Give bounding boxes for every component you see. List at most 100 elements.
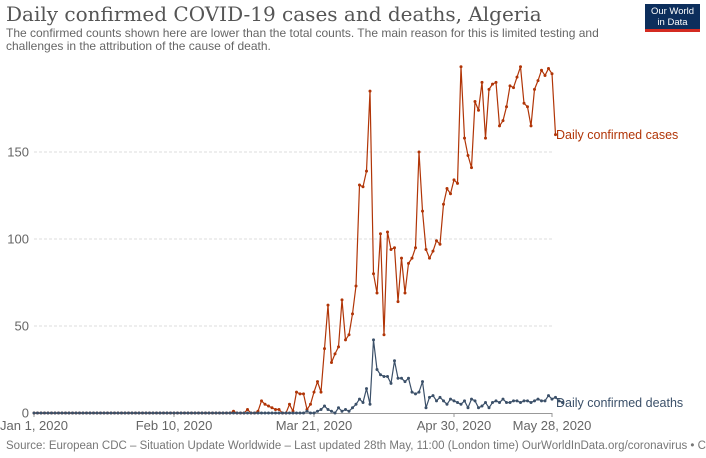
data-point — [463, 136, 466, 140]
data-point — [365, 169, 368, 173]
data-point — [218, 411, 221, 415]
data-point — [442, 399, 445, 403]
data-point — [277, 411, 281, 415]
data-point — [456, 401, 459, 405]
data-point — [64, 411, 67, 415]
data-point — [438, 395, 442, 399]
data-point — [435, 239, 438, 243]
data-point — [543, 73, 547, 77]
data-point — [267, 411, 270, 415]
data-point — [540, 68, 543, 72]
data-point — [344, 408, 347, 412]
data-point — [459, 402, 463, 406]
data-point — [512, 86, 515, 90]
data-point — [386, 374, 389, 378]
data-point — [526, 399, 529, 403]
data-point — [491, 82, 494, 86]
data-point — [424, 406, 428, 410]
data-point — [365, 387, 368, 391]
data-point — [375, 291, 379, 295]
data-point — [39, 411, 43, 415]
data-point — [323, 347, 326, 351]
data-point — [333, 352, 337, 356]
data-point — [74, 411, 78, 415]
data-point — [127, 411, 130, 415]
data-point — [557, 399, 561, 403]
data-point — [249, 411, 253, 415]
data-point — [386, 230, 389, 234]
data-point — [354, 284, 358, 288]
data-point — [449, 192, 452, 196]
data-point — [141, 411, 144, 415]
data-point — [529, 401, 533, 405]
data-point — [207, 411, 211, 415]
data-point — [309, 411, 312, 415]
data-point — [305, 409, 309, 413]
data-point — [554, 395, 557, 399]
data-point — [456, 181, 459, 185]
data-point — [298, 411, 302, 415]
data-point — [232, 411, 235, 415]
y-tick-label: 50 — [15, 319, 29, 334]
data-point — [263, 411, 267, 415]
data-point — [543, 399, 547, 403]
owid-logo[interactable]: Our World in Data — [645, 4, 700, 32]
data-point — [389, 247, 393, 251]
data-point — [319, 408, 323, 412]
data-point — [396, 376, 400, 380]
data-point — [561, 401, 564, 405]
data-point — [428, 256, 431, 260]
data-point — [298, 392, 302, 396]
data-point — [256, 411, 260, 415]
data-point — [274, 411, 277, 415]
data-point — [361, 185, 365, 189]
data-point — [351, 312, 354, 316]
data-point — [529, 124, 533, 128]
data-point — [116, 411, 120, 415]
chart-title: Daily confirmed COVID-19 cases and death… — [6, 2, 542, 26]
data-point — [466, 153, 470, 157]
data-point — [302, 392, 305, 396]
data-point — [274, 408, 277, 412]
data-point — [71, 411, 74, 415]
data-point — [179, 411, 183, 415]
data-point — [379, 373, 382, 377]
data-point — [519, 401, 522, 405]
logo-line-2: in Data — [657, 17, 688, 28]
data-point — [312, 390, 316, 394]
series-label: Daily confirmed cases — [556, 128, 678, 142]
x-tick-label: Apr 30, 2020 — [417, 418, 491, 433]
data-point — [193, 411, 197, 415]
data-point — [533, 399, 536, 403]
data-point — [417, 390, 421, 394]
data-point — [494, 80, 498, 84]
x-tick-label: Jan 1, 2020 — [0, 418, 68, 433]
data-point — [375, 368, 379, 371]
data-point — [162, 411, 165, 415]
data-point — [225, 411, 228, 415]
x-tick-label: Mar 21, 2020 — [276, 418, 353, 433]
data-point — [515, 399, 519, 403]
data-point — [36, 411, 39, 415]
data-point — [288, 402, 291, 406]
data-point — [158, 411, 162, 415]
data-point — [81, 411, 85, 415]
series-label: Daily confirmed deaths — [556, 396, 683, 410]
data-point — [165, 411, 169, 415]
chart-subtitle: The confirmed counts shown here are lowe… — [6, 26, 599, 53]
data-point — [246, 408, 249, 412]
data-point — [169, 411, 172, 415]
data-point — [312, 411, 316, 415]
data-point — [270, 411, 274, 415]
data-point — [466, 406, 470, 410]
data-point — [393, 359, 396, 363]
data-point — [484, 401, 487, 405]
data-point — [200, 411, 204, 415]
data-point — [151, 411, 155, 415]
data-point — [498, 124, 501, 128]
data-point — [400, 256, 403, 260]
y-tick-label: 150 — [7, 145, 29, 160]
data-point — [109, 411, 113, 415]
data-point — [46, 411, 50, 415]
data-point — [330, 409, 333, 413]
